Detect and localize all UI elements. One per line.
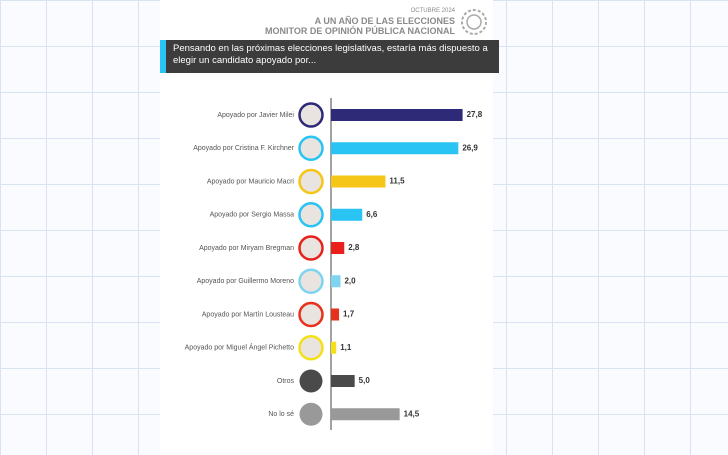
category-label: Apoyado por Miryam Bregman — [199, 245, 294, 252]
header-title: A UN AÑO DE LAS ELECCIONES — [314, 16, 455, 26]
value-label: 26,9 — [462, 143, 478, 152]
bar — [331, 308, 340, 321]
value-label: 1,1 — [340, 343, 352, 352]
value-label: 6,6 — [366, 210, 378, 219]
category-label: Apoyado por Sergio Massa — [210, 212, 295, 219]
avatar — [298, 335, 324, 361]
bar — [331, 375, 355, 387]
avatar — [298, 202, 324, 228]
category-label: Apoyado por Guillermo Moreno — [197, 278, 294, 285]
value-label: 5,0 — [359, 376, 371, 385]
badge — [466, 14, 482, 30]
bar — [331, 109, 463, 121]
avatar — [298, 102, 324, 128]
panel — [160, 0, 493, 455]
value-label: 14,5 — [404, 409, 420, 418]
category-label: No lo sé — [268, 411, 294, 418]
value-label: 2,0 — [344, 276, 356, 285]
value-label: 2,8 — [348, 243, 360, 252]
value-label: 11,5 — [389, 177, 405, 186]
avatar — [298, 235, 324, 261]
avatar — [298, 268, 324, 294]
avatar — [299, 402, 323, 426]
avatar — [298, 168, 324, 195]
category-label: Apoyado por Miguel Ángel Pichetto — [185, 343, 294, 352]
bar — [331, 408, 400, 421]
badge — [461, 9, 487, 35]
category-label: Apoyado por Javier Milei — [217, 112, 294, 119]
bar — [331, 242, 345, 254]
avatar — [299, 369, 323, 393]
category-label: Otros — [277, 378, 295, 385]
category-label: Apoyado por Martín Lousteau — [202, 311, 294, 318]
bar — [331, 341, 337, 354]
bar — [331, 175, 386, 188]
avatar — [298, 301, 324, 328]
bar — [331, 275, 341, 288]
bar — [331, 142, 459, 155]
avatar — [298, 135, 324, 161]
category-label: Apoyado por Mauricio Macri — [207, 178, 295, 185]
date: OCTUBRE 2024 — [410, 8, 455, 14]
bar — [331, 208, 363, 221]
category-label: Apoyado por Cristina F. Kirchner — [193, 145, 294, 152]
question: Pensando en las próximas elecciones legi… — [160, 40, 499, 73]
header-subtitle: MONITOR DE OPINIÓN PÚBLICA NACIONAL — [264, 26, 455, 36]
value-label: 27,8 — [467, 110, 483, 119]
value-label: 1,7 — [343, 310, 355, 319]
